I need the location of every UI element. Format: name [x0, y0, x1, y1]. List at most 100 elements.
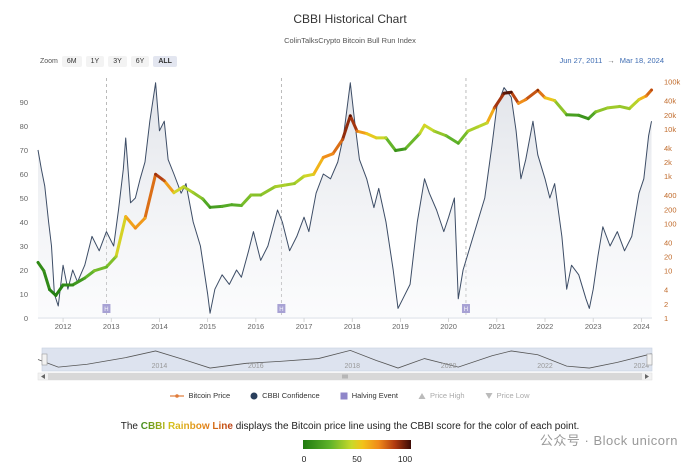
- price-point: [456, 141, 460, 145]
- y-right-tick: 400: [664, 191, 677, 200]
- price-point: [220, 205, 224, 208]
- price-point: [114, 255, 118, 258]
- x-tick: 2020: [440, 322, 457, 331]
- legend-label: Price Low: [496, 391, 530, 400]
- price-segment: [220, 203, 234, 208]
- date-to[interactable]: Mar 18, 2024: [619, 56, 664, 65]
- scale-tick: 50: [352, 454, 362, 464]
- price-point: [565, 113, 568, 117]
- legend-item-price-low[interactable]: Price Low: [485, 391, 530, 400]
- y-left-tick: 50: [20, 194, 28, 203]
- navigator[interactable]: 2014 2016 2018 2020 2022 2024: [0, 0, 700, 390]
- price-segment: [606, 104, 622, 110]
- legend-item-price-high[interactable]: Price High: [418, 391, 465, 400]
- price-segment: [586, 110, 598, 121]
- price-point: [524, 98, 528, 101]
- zoom-all-button[interactable]: ALL: [153, 55, 177, 67]
- y-left-tick: 80: [20, 122, 28, 131]
- zoom-bar: Zoom 6M 1Y 3Y 6Y ALL: [40, 54, 177, 68]
- scroll-right-icon: [645, 374, 649, 379]
- price-point: [476, 125, 479, 129]
- price-segment: [36, 260, 46, 273]
- price-segment: [54, 283, 65, 297]
- price-segment: [476, 121, 489, 129]
- price-point: [587, 117, 590, 121]
- price-point: [432, 129, 436, 133]
- y-right-tick: 20k: [664, 111, 676, 120]
- price-point: [394, 149, 397, 152]
- navigator-series: [37, 349, 652, 369]
- price-point: [240, 204, 243, 207]
- zoom-6m-button[interactable]: 6M: [61, 55, 82, 67]
- zoom-1y-button[interactable]: 1Y: [85, 55, 105, 67]
- price-point: [485, 121, 489, 125]
- y-right-tick: 2k: [664, 158, 672, 167]
- price-segment: [341, 114, 352, 141]
- navigator-handle-right: [646, 353, 653, 366]
- price-point: [403, 147, 407, 151]
- legend-label: Bitcoin Price: [188, 391, 231, 400]
- price-segment: [230, 203, 243, 208]
- price-segment: [618, 104, 631, 111]
- zoom-6y-button[interactable]: 6Y: [130, 55, 150, 67]
- price-point: [594, 110, 597, 114]
- date-range: Jun 27, 2011 → Mar 18, 2024: [559, 56, 664, 65]
- scale-tick: 100: [397, 454, 413, 464]
- price-point: [283, 183, 287, 187]
- price-point: [509, 90, 513, 94]
- price-point: [71, 283, 75, 287]
- price-point: [208, 206, 212, 209]
- y-left-tick: 20: [20, 266, 28, 275]
- y-right-tick: 100: [664, 219, 677, 228]
- price-point: [172, 191, 176, 194]
- price-point: [93, 269, 96, 273]
- x-tick: 2015: [199, 322, 216, 331]
- price-segment: [543, 96, 557, 103]
- price-segment: [565, 113, 581, 117]
- caption-pre: The: [120, 421, 141, 432]
- price-point: [322, 156, 325, 159]
- zoom-3y-button[interactable]: 3Y: [108, 55, 127, 67]
- x-tick: 2019: [392, 322, 409, 331]
- x-tick: 2016: [247, 322, 264, 331]
- price-segment: [92, 265, 108, 273]
- price-segment: [283, 182, 296, 187]
- price-point: [124, 215, 128, 218]
- price-point: [182, 185, 185, 189]
- legend-item-bitcoin-price[interactable]: Bitcoin Price: [170, 391, 230, 400]
- x-tick: 2017: [296, 322, 313, 331]
- price-segment: [594, 106, 610, 114]
- chart-plot[interactable]: 0 10 20 30 40 50 60 70 80 90 1 2 4 10 20 40 100 200 400 1k 2…: [0, 0, 700, 345]
- price-point: [502, 91, 506, 95]
- y-right-tick: 10: [664, 267, 672, 276]
- y-left-tick: 10: [20, 290, 28, 299]
- price-segment: [273, 183, 287, 189]
- price-segment: [191, 191, 205, 201]
- date-arrow: →: [607, 56, 615, 65]
- legend-item-cbbi-confidence[interactable]: CBBI Confidence: [250, 391, 320, 400]
- price-point: [302, 174, 306, 178]
- caption-post: displays the Bitcoin price line using th…: [232, 421, 580, 432]
- y-right-tick: 10k: [664, 125, 676, 134]
- watermark: 公众号 · Block unicorn: [539, 433, 678, 448]
- date-from[interactable]: Jun 27, 2011: [559, 56, 603, 65]
- y-right-tick: 40k: [664, 97, 676, 106]
- price-point: [618, 105, 622, 108]
- x-tick: 2021: [488, 322, 505, 331]
- price-segment: [162, 179, 176, 195]
- x-tick: 2014: [151, 322, 168, 331]
- price-point: [54, 294, 58, 297]
- price-point: [517, 101, 520, 105]
- price-segment: [292, 174, 306, 186]
- y-right-tick: 100k: [664, 78, 681, 87]
- price-segment: [201, 197, 212, 209]
- price-segment: [627, 98, 641, 111]
- price-segment: [524, 88, 540, 102]
- price-point: [536, 88, 540, 92]
- price-point: [349, 114, 352, 118]
- price-point: [312, 172, 315, 176]
- price-segment: [172, 185, 186, 195]
- legend-item-halving-event[interactable]: Halving Event: [340, 391, 398, 400]
- square-icon: [340, 392, 348, 399]
- price-point: [162, 179, 166, 183]
